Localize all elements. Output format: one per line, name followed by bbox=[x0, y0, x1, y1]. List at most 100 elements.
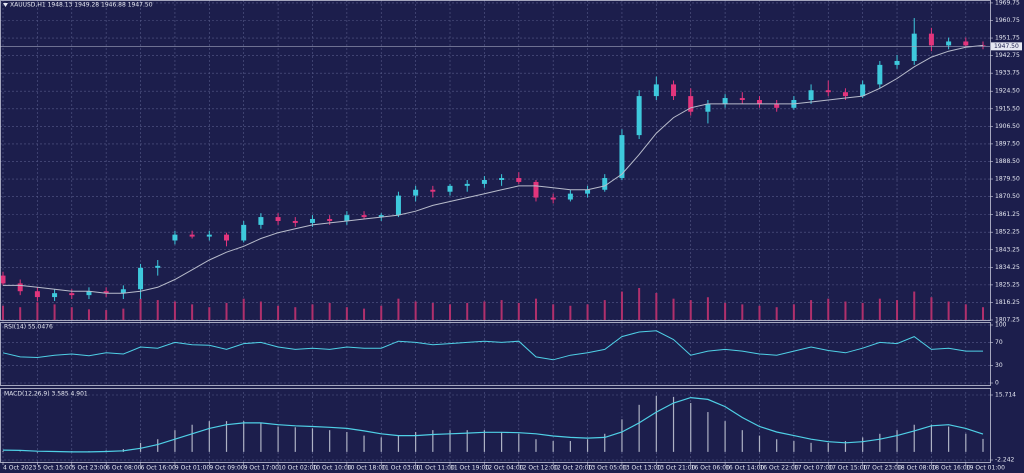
candle-body bbox=[309, 219, 315, 223]
x-tick-label: 12 Oct 04:00 bbox=[484, 465, 523, 472]
candle-body bbox=[292, 220, 298, 223]
volume-bar bbox=[775, 307, 778, 320]
moving-average bbox=[3, 44, 984, 294]
volume-bar bbox=[311, 304, 314, 320]
volume-bar bbox=[689, 300, 692, 320]
y-tick-label: 1915.50 bbox=[995, 105, 1020, 112]
y-tick-label: -2.242 bbox=[995, 457, 1015, 464]
candle-body bbox=[103, 291, 109, 294]
candle-body bbox=[258, 217, 264, 225]
y-tick-label: 30 bbox=[995, 362, 1003, 369]
last-price-label: 1947.50 bbox=[994, 43, 1019, 50]
candle-body bbox=[877, 64, 883, 85]
x-tick-label: 18 Oct 16:00 bbox=[931, 465, 970, 472]
volume-bar bbox=[19, 307, 22, 320]
volume-bar bbox=[810, 300, 813, 320]
volume-bar bbox=[724, 302, 727, 320]
candle-body bbox=[378, 215, 384, 218]
y-tick-label: 1888.50 bbox=[995, 158, 1020, 165]
candle-body bbox=[69, 293, 75, 296]
volume-bar bbox=[758, 305, 761, 320]
volume-bar bbox=[36, 302, 39, 320]
y-tick-label: 1852.25 bbox=[995, 229, 1020, 236]
y-tick-label: 0 bbox=[995, 380, 999, 387]
candle-body bbox=[464, 183, 470, 186]
rsi-line bbox=[2, 330, 983, 361]
volume-bar bbox=[517, 302, 520, 320]
candle-body bbox=[963, 41, 969, 46]
volume-bar bbox=[414, 301, 417, 320]
y-tick-label: 1816.25 bbox=[995, 299, 1020, 306]
candle-body bbox=[172, 234, 178, 241]
candle-body bbox=[344, 215, 350, 221]
x-tick-label: 11 Oct 11:00 bbox=[416, 465, 455, 472]
volume-bar bbox=[741, 304, 744, 320]
y-tick-label: 1843.25 bbox=[995, 246, 1020, 253]
candle-body bbox=[808, 90, 814, 100]
candle-body bbox=[447, 185, 453, 192]
volume-bar bbox=[638, 288, 641, 320]
volume-bar bbox=[2, 305, 4, 320]
volume-bar bbox=[552, 304, 555, 320]
x-tick-label: 9 Oct 09:00 bbox=[209, 465, 244, 472]
x-tick-label: 12 Oct 12:00 bbox=[519, 465, 558, 472]
volume-bar bbox=[294, 307, 297, 320]
volume-bar bbox=[947, 301, 950, 320]
x-tick-label: 19 Oct 01:00 bbox=[966, 465, 1005, 472]
x-tick-label: 4 Oct 2023 bbox=[3, 465, 36, 472]
x-tick-label: 10 Oct 18:00 bbox=[347, 465, 386, 472]
candle-body bbox=[842, 92, 848, 97]
candle-body bbox=[120, 289, 126, 294]
candle-body bbox=[17, 283, 23, 292]
volume-bar bbox=[827, 298, 830, 320]
candle-body bbox=[585, 189, 591, 194]
x-tick-label: 13 Oct 05:00 bbox=[588, 465, 627, 472]
volume-bar bbox=[139, 298, 142, 320]
candle-body bbox=[636, 96, 642, 136]
y-tick-label: 1834.25 bbox=[995, 264, 1020, 271]
candle-body bbox=[705, 103, 711, 112]
volume-bar bbox=[242, 298, 245, 320]
y-tick-label: 1870.50 bbox=[995, 193, 1020, 200]
y-tick-label: 1969.75 bbox=[995, 0, 1020, 6]
y-tick-label: 15.714 bbox=[995, 392, 1016, 399]
candle-body bbox=[825, 90, 831, 93]
y-tick-label: 1861.25 bbox=[995, 211, 1020, 218]
macd-signal bbox=[2, 396, 984, 453]
volume-bar bbox=[449, 304, 452, 320]
x-tick-label: 6 Oct 08:00 bbox=[106, 465, 141, 472]
volume-bar bbox=[964, 304, 967, 320]
candle-body bbox=[688, 96, 694, 112]
candle-body bbox=[756, 100, 762, 104]
volume-bar bbox=[277, 305, 280, 320]
volume-bar bbox=[431, 302, 434, 320]
candle-body bbox=[189, 234, 195, 237]
candle-body bbox=[516, 178, 522, 182]
x-tick-label: 13 Oct 13:00 bbox=[622, 465, 661, 472]
volume-bar bbox=[328, 302, 331, 320]
volume-bar bbox=[259, 301, 262, 320]
y-tick-label: 1924.50 bbox=[995, 88, 1020, 95]
volume-bar bbox=[225, 302, 228, 320]
y-tick-label: 1807.25 bbox=[995, 317, 1020, 324]
volume-bar bbox=[982, 307, 984, 320]
x-tick-label: 17 Oct 23:00 bbox=[863, 465, 902, 472]
candle-body bbox=[138, 267, 144, 290]
x-tick-label: 12 Oct 20:00 bbox=[553, 465, 592, 472]
volume-bar bbox=[672, 298, 675, 320]
volume-bar bbox=[792, 304, 795, 320]
y-tick-label: 1942.75 bbox=[995, 52, 1020, 59]
volume-bar bbox=[87, 309, 90, 320]
y-tick-label: 1960.75 bbox=[995, 17, 1020, 24]
candle-body bbox=[550, 197, 556, 200]
volume-bar bbox=[380, 305, 383, 320]
candle-body bbox=[722, 98, 728, 104]
y-tick-label: 70 bbox=[995, 339, 1003, 346]
volume-bar bbox=[191, 304, 194, 320]
candle-body bbox=[911, 33, 917, 61]
volume-bar bbox=[105, 310, 108, 320]
y-tick-label: 1879.50 bbox=[995, 176, 1020, 183]
y-tick-label: 1906.50 bbox=[995, 123, 1020, 130]
x-tick-label: 10 Oct 02:00 bbox=[278, 465, 317, 472]
